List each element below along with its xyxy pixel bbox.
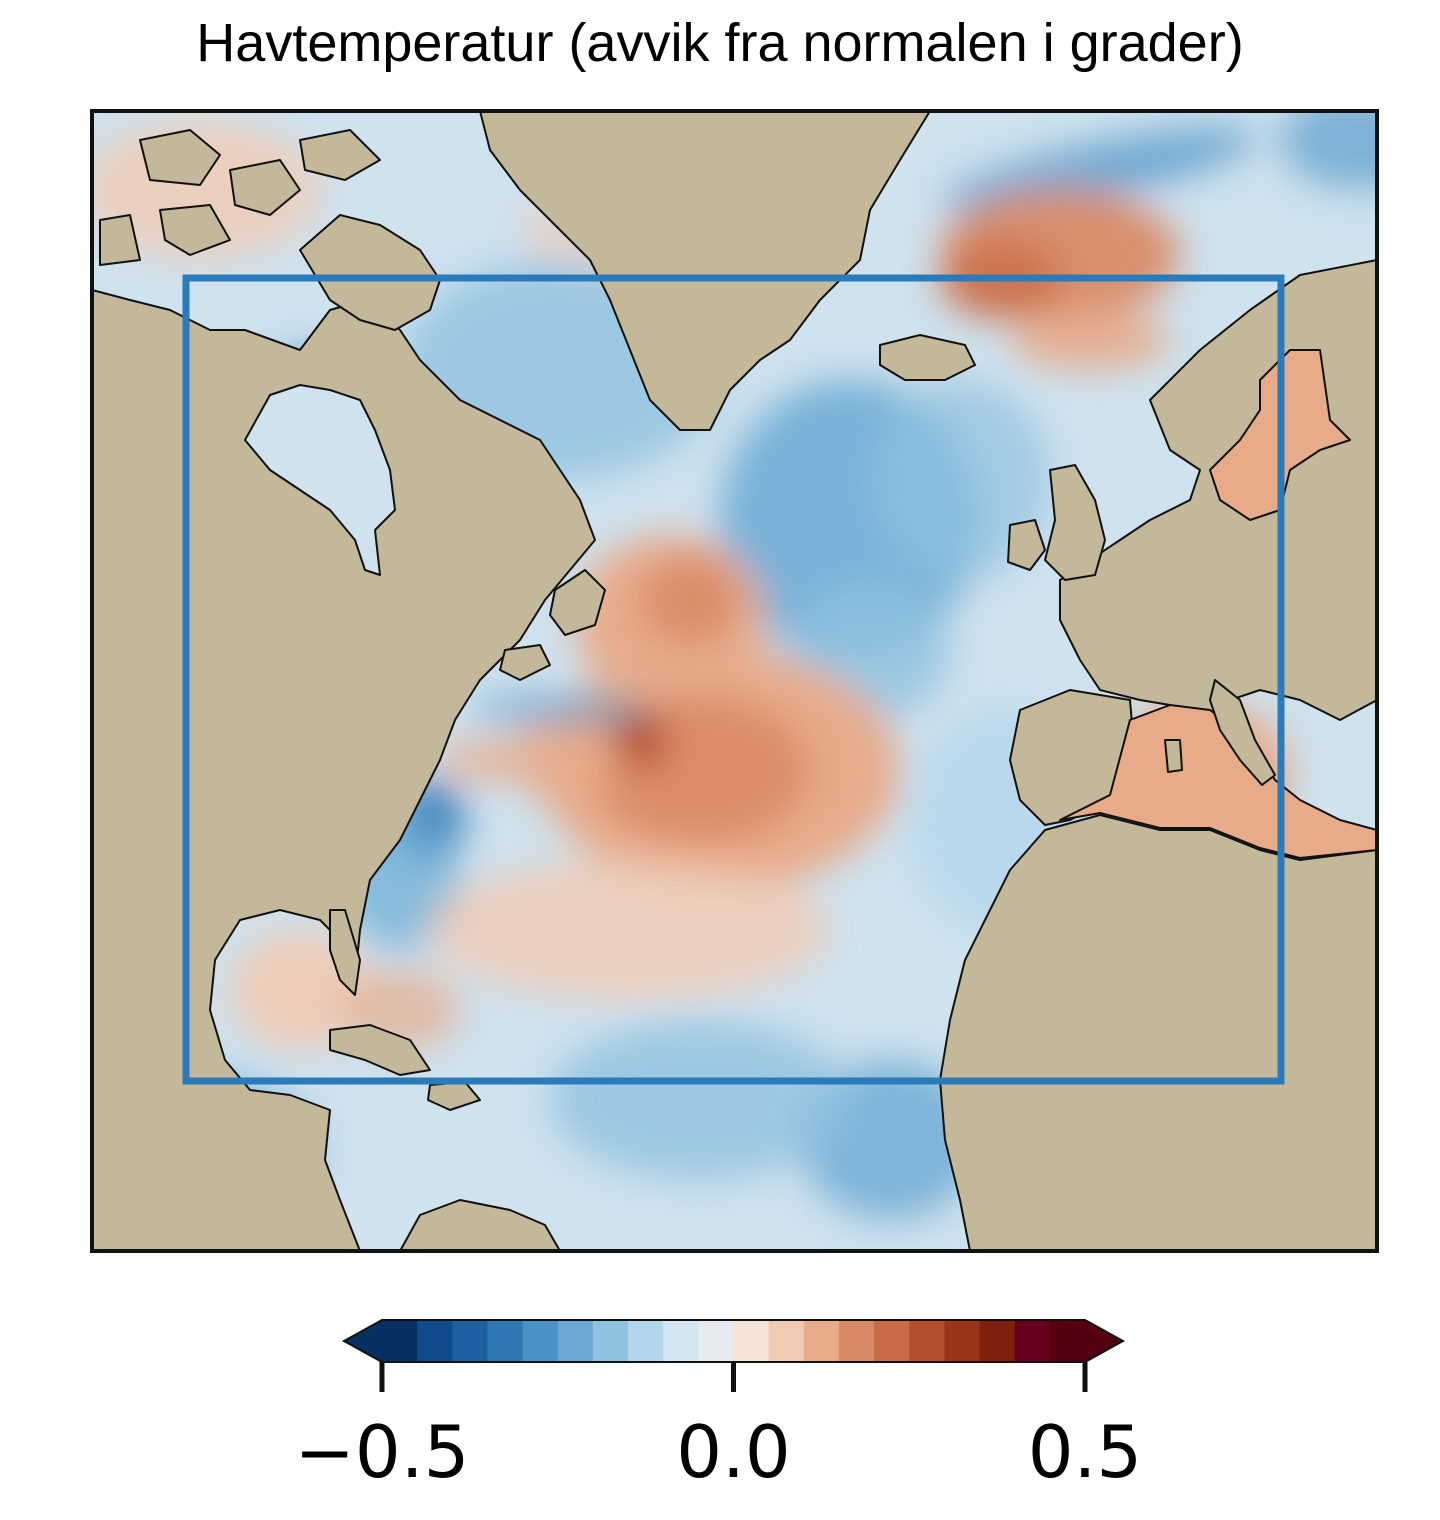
colorbar-swatch bbox=[909, 1320, 945, 1362]
colorbar-swatch bbox=[698, 1320, 735, 1362]
colorbar-swatch bbox=[803, 1320, 840, 1362]
colorbar-tick-label: 0.0 bbox=[676, 1410, 791, 1494]
map-area bbox=[92, 111, 1377, 1251]
colorbar-swatch bbox=[838, 1320, 875, 1362]
colorbar-swatch bbox=[487, 1320, 524, 1362]
south-america bbox=[399, 1199, 561, 1251]
italy bbox=[1209, 679, 1276, 786]
baffin-island bbox=[299, 214, 441, 331]
colorbar-extend-high bbox=[1085, 1320, 1123, 1362]
region-highlight-box bbox=[182, 274, 1285, 1085]
nova-scotia bbox=[499, 644, 551, 681]
colorbar-swatch bbox=[592, 1320, 629, 1362]
greenland bbox=[479, 111, 931, 431]
cuba bbox=[329, 1024, 431, 1076]
great-britain bbox=[1044, 464, 1106, 581]
colorbar-swatch bbox=[417, 1320, 453, 1362]
colorbar-swatch bbox=[1049, 1320, 1086, 1362]
colorbar-swatch bbox=[522, 1320, 559, 1362]
hudson-bay-water bbox=[244, 384, 396, 576]
colorbar-swatch bbox=[382, 1320, 418, 1362]
chart-title: Havtemperatur (avvik fra normalen i grad… bbox=[196, 13, 1244, 73]
florida bbox=[329, 909, 361, 996]
colorbar-extend-low bbox=[344, 1320, 382, 1362]
colorbar-tick-label: −0.5 bbox=[294, 1410, 470, 1494]
sardinia bbox=[1164, 739, 1183, 773]
africa bbox=[939, 814, 1377, 1251]
arctic-islands-3 bbox=[159, 204, 231, 256]
land-masses bbox=[92, 111, 1377, 1251]
colorbar-tick-label: 0.5 bbox=[1027, 1410, 1143, 1494]
colorbar-swatch bbox=[733, 1320, 770, 1362]
colorbar-swatch bbox=[944, 1320, 981, 1362]
colorbar bbox=[341, 1319, 1126, 1392]
colorbar-swatch bbox=[768, 1320, 805, 1362]
arctic-islands-4 bbox=[299, 129, 381, 181]
colorbar-swatch bbox=[979, 1320, 1016, 1362]
arctic-islands-1 bbox=[139, 129, 221, 186]
newfoundland bbox=[549, 569, 606, 636]
colorbar-swatch bbox=[663, 1320, 699, 1362]
colorbar-swatch bbox=[452, 1320, 489, 1362]
iceland bbox=[879, 334, 976, 381]
ireland bbox=[1007, 519, 1046, 571]
colorbar-swatch bbox=[1014, 1320, 1051, 1362]
map-frame bbox=[90, 109, 1379, 1253]
arctic-islands-5 bbox=[99, 214, 141, 266]
colorbar-swatch bbox=[557, 1320, 594, 1362]
arctic-islands-2 bbox=[229, 159, 301, 216]
colorbar-swatch bbox=[628, 1320, 664, 1362]
colorbar-swatch bbox=[874, 1320, 910, 1362]
